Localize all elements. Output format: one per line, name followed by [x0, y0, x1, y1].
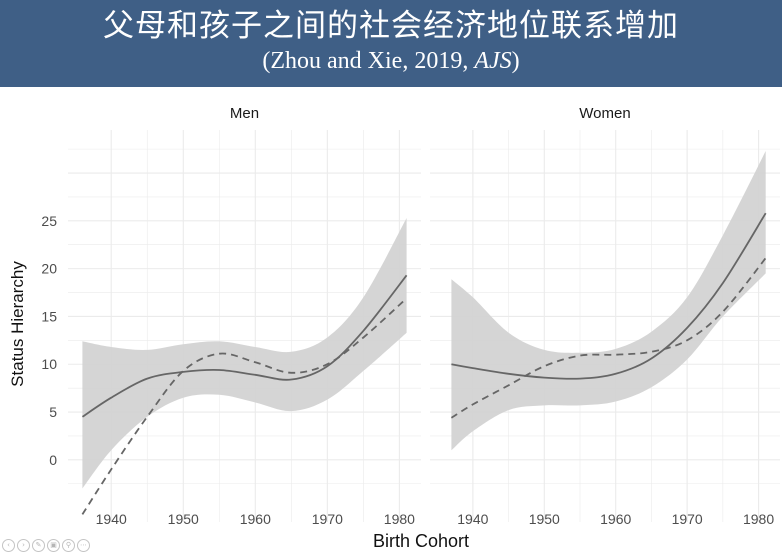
panel-title-men: Men	[230, 105, 259, 122]
x-tick-label: 1960	[600, 511, 631, 527]
x-tick-label: 1950	[168, 511, 199, 527]
zoom-icon[interactable]: ⚲	[62, 539, 75, 552]
y-tick-label: 15	[41, 308, 57, 324]
slide-title: 父母和孩子之间的社会经济地位联系增加	[103, 8, 679, 44]
confidence-band-women	[451, 151, 766, 451]
dashed-line-women	[450, 257, 767, 419]
y-tick-label: 5	[49, 404, 57, 420]
y-tick-label: 10	[41, 356, 57, 372]
confidence-band-men	[82, 218, 407, 489]
x-tick-label: 1970	[672, 511, 703, 527]
y-tick-label: 0	[49, 452, 57, 468]
citation-prefix: (Zhou and Xie, 2019,	[262, 48, 475, 74]
x-tick-label: 1960	[240, 511, 271, 527]
faceted-line-chart: Status Hierarchy Birth Cohort 0 5 10 15 20 25 Me…	[8, 105, 780, 551]
more-icon[interactable]: ⋯	[77, 539, 90, 552]
panel-title-women: Women	[579, 105, 630, 122]
solid-line-men	[81, 274, 408, 418]
y-tick-label: 25	[41, 213, 57, 229]
y-axis-title: Status Hierarchy	[8, 261, 27, 387]
title-banner: 父母和孩子之间的社会经济地位联系增加 (Zhou and Xie, 2019, …	[0, 0, 782, 87]
x-tick-label: 1980	[384, 511, 415, 527]
x-tick-label: 1980	[743, 511, 774, 527]
citation-suffix: )	[511, 48, 520, 74]
x-axis-title: Birth Cohort	[373, 531, 469, 551]
x-tick-label: 1950	[529, 511, 560, 527]
citation-journal: AJS	[474, 48, 512, 74]
x-tick-label: 1970	[312, 511, 343, 527]
citation: (Zhou and Xie, 2019, AJS)	[0, 46, 782, 76]
slides-icon[interactable]: ▣	[47, 539, 60, 552]
dashed-line-men	[81, 297, 408, 515]
next-slide-icon[interactable]: ›	[17, 539, 30, 552]
previous-slide-icon[interactable]: ‹	[2, 539, 15, 552]
slide-controls[interactable]: ‹ › ✎ ▣ ⚲ ⋯	[2, 539, 90, 552]
x-tick-label: 1940	[96, 511, 127, 527]
pen-icon[interactable]: ✎	[32, 539, 45, 552]
x-tick-label: 1940	[457, 511, 488, 527]
solid-line-women	[451, 212, 767, 380]
y-tick-label: 20	[41, 261, 57, 277]
